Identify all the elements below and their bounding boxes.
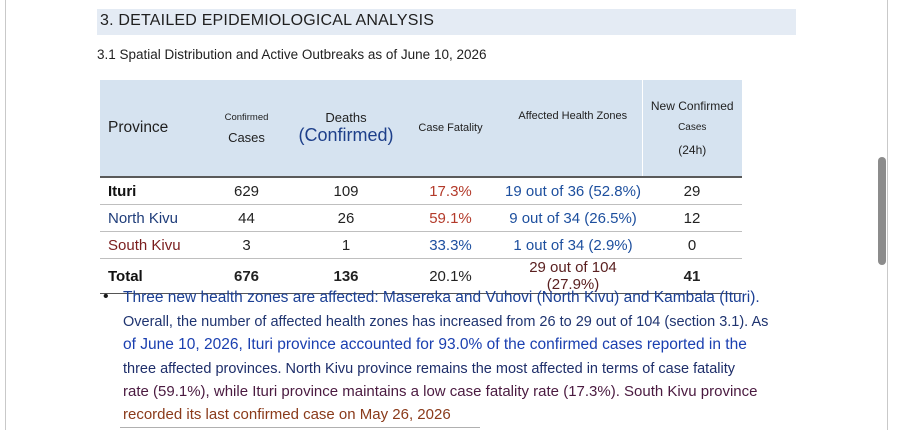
cell-province: North Kivu — [100, 204, 198, 232]
bullet-marker: • — [103, 288, 109, 305]
section-heading: 3. DETAILED EPIDEMIOLOGICAL ANALYSIS — [97, 9, 796, 35]
header-province: Province — [100, 80, 198, 177]
cell-total-label: Total — [100, 258, 198, 294]
cell-deaths: 26 — [295, 204, 397, 232]
cell-cases: 3 — [198, 231, 295, 259]
cell-fatality: 59.1% — [397, 204, 504, 232]
cell-total-cases: 676 — [198, 258, 295, 294]
cell-total-zones: 29 out of 104 (27.9%) — [504, 258, 642, 294]
header-confirmed-cases: Confirmed Cases — [198, 80, 295, 177]
page-right-border — [887, 0, 888, 430]
header-new-cases: New Confirmed Cases (24h) — [642, 80, 742, 177]
table-row-south-kivu: South Kivu 3 1 33.3% 1 out of 34 (2.9%) … — [100, 231, 742, 259]
section-title: 3. DETAILED EPIDEMIOLOGICAL ANALYSIS — [100, 12, 435, 29]
cell-new: 0 — [642, 231, 742, 259]
cell-total-deaths: 136 — [295, 258, 397, 294]
header-deaths: Deaths (Confirmed) — [295, 80, 397, 177]
cell-zones: 19 out of 36 (52.8%) — [504, 176, 642, 205]
table-row-total: Total 676 136 20.1% 29 out of 104 (27.9%… — [100, 258, 742, 294]
header-new-1: New Confirmed — [650, 99, 734, 113]
header-deaths-top: Deaths — [325, 110, 367, 125]
cell-fatality: 33.3% — [397, 231, 504, 259]
cell-cases: 44 — [198, 204, 295, 232]
header-confirmed-top: Confirmed — [224, 111, 269, 123]
table-row-ituri: Ituri 629 109 17.3% 19 out of 36 (52.8%)… — [100, 176, 742, 205]
cell-total-fatality: 20.1% — [397, 258, 504, 294]
table-header-row: Province Confirmed Cases Deaths (Confirm… — [100, 80, 742, 177]
outbreak-table: Province Confirmed Cases Deaths (Confirm… — [100, 80, 742, 294]
page-left-border — [5, 0, 6, 430]
cell-deaths: 1 — [295, 231, 397, 259]
cell-zones: 1 out of 34 (2.9%) — [504, 231, 642, 259]
text-underline — [120, 427, 480, 428]
paragraph-line: recorded its last confirmed case on May … — [123, 406, 451, 423]
header-deaths-bottom: (Confirmed) — [298, 125, 394, 145]
subsection-title: 3.1 Spatial Distribution and Active Outb… — [97, 47, 487, 62]
cell-new: 12 — [642, 204, 742, 232]
cell-deaths: 109 — [295, 176, 397, 205]
header-affected-zones: Affected Health Zones — [504, 80, 643, 177]
cell-fatality: 17.3% — [397, 176, 504, 205]
paragraph-line: Three new health zones are affected: Mas… — [123, 289, 760, 306]
header-case-fatality: Case Fatality — [397, 80, 504, 177]
cell-total-new: 41 — [642, 258, 742, 294]
cell-province: South Kivu — [100, 231, 198, 259]
paragraph-line: three affected provinces. North Kivu pro… — [123, 361, 735, 377]
paragraph-line: rate (59.1%), while Ituri province maint… — [123, 383, 758, 400]
cell-zones: 9 out of 34 (26.5%) — [504, 204, 642, 232]
vertical-scrollbar-thumb[interactable] — [878, 157, 886, 265]
paragraph-line: of June 10, 2026, Ituri province account… — [123, 336, 747, 353]
table-row-north-kivu: North Kivu 44 26 59.1% 9 out of 34 (26.5… — [100, 204, 742, 232]
header-new-2: Cases — [678, 122, 707, 133]
cell-cases: 629 — [198, 176, 295, 205]
header-confirmed-bottom: Cases — [228, 129, 265, 145]
cell-province: Ituri — [100, 176, 198, 205]
header-new-3: (24h) — [678, 143, 707, 157]
cell-new: 29 — [642, 176, 742, 205]
paragraph-line: Overall, the number of affected health z… — [123, 314, 769, 330]
